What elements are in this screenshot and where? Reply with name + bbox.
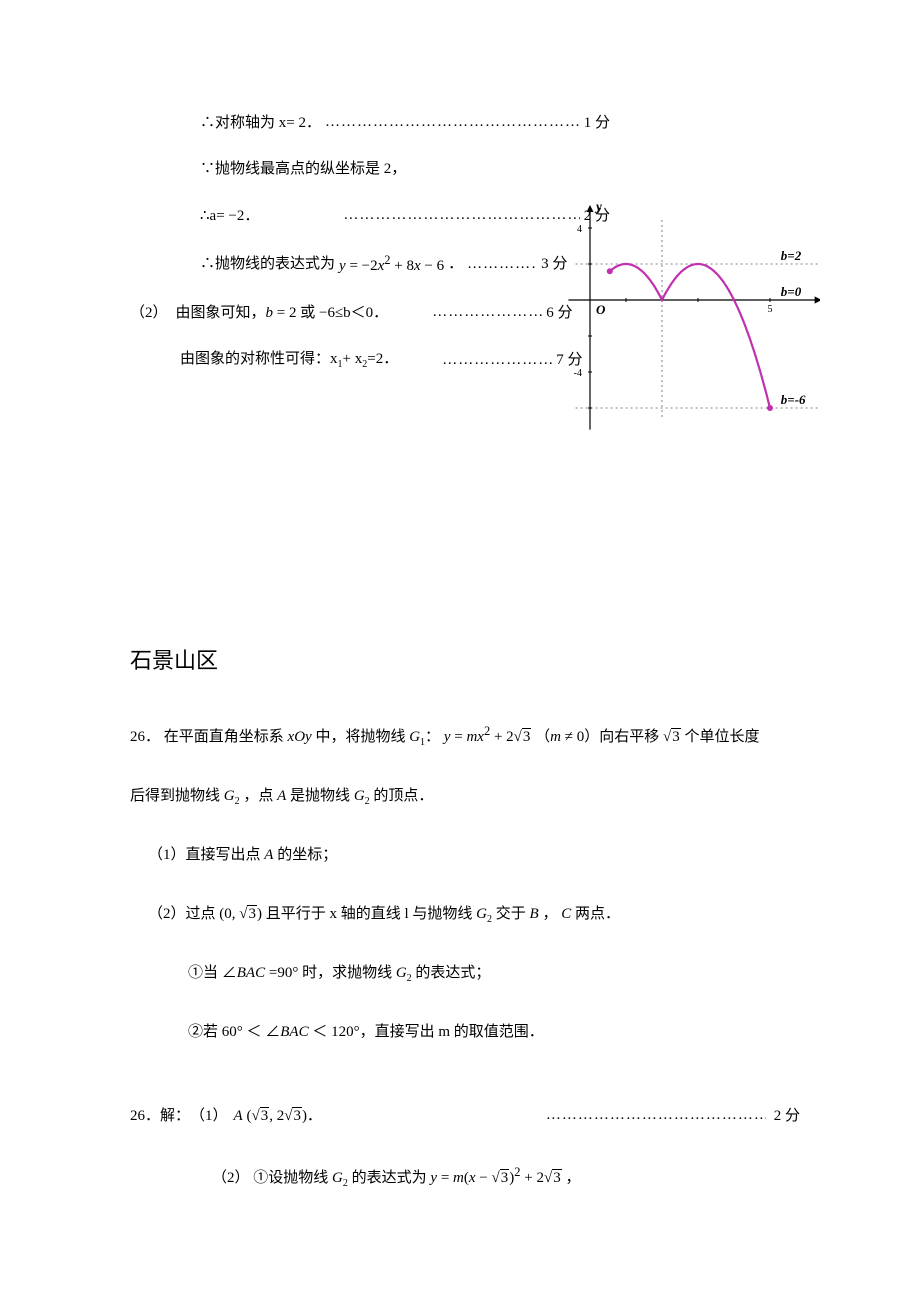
p26-q2a: ①当 ∠BAC =90° 时，求抛物线 G2 的表达式； — [130, 957, 800, 990]
b-range-text: 由图象可知，b = 2 或 −6≤b＜0． — [176, 301, 389, 325]
parabola-chart: 54-4yxOb=2b=0b=-6 — [530, 170, 820, 450]
leader-dots: ……………………………………………………… — [432, 300, 542, 325]
svg-text:y: y — [594, 198, 602, 213]
line-symmetry-axis: ∴对称轴为 x= 2． ……………………………………………………… 1 分 — [130, 110, 610, 135]
svg-text:b=-6: b=-6 — [781, 392, 806, 407]
problem-26: 26． 在平面直角坐标系 xOy 中，将抛物线 G1： y = mx2 + 2√… — [130, 718, 800, 1049]
leader-dots: ……………………………………………………… — [325, 110, 580, 135]
leader-dots: ……………………………………………………… — [467, 252, 537, 277]
p26-q2: （2）过点 (0, √3) 且平行于 x 轴的直线 l 与抛物线 G2 交于 B… — [130, 898, 800, 931]
score-1: 1 分 — [584, 111, 610, 135]
x1x2-text: 由图象的对称性可得：x1+ x2=2． — [180, 347, 398, 373]
document-page: ∴对称轴为 x= 2． ……………………………………………………… 1 分 ∵抛… — [0, 0, 920, 1302]
p26-q2b: ②若 60° ＜ ∠BAC ＜ 120°，直接写出 m 的取值范围． — [130, 1016, 800, 1049]
svg-text:5: 5 — [768, 304, 773, 315]
s26-line2: （2） ①设抛物线 G2 的表达式为 y = m(x − √3)2 + 2√3 … — [130, 1159, 800, 1195]
svg-text:b=0: b=0 — [781, 284, 802, 299]
p26-intro-2: 后得到抛物线 G2 ，点 A 是抛物线 G2 的顶点． — [130, 780, 800, 813]
svg-text:4: 4 — [577, 224, 582, 235]
svg-text:b=2: b=2 — [781, 248, 802, 263]
parabola-formula: y = −2x2 + 8x − 6 — [339, 250, 444, 278]
s26-line1: 26． 解： （1） A (√3, 2√3)． …………………………………………… — [130, 1099, 800, 1133]
solution-block-top: ∴对称轴为 x= 2． ……………………………………………………… 1 分 ∵抛… — [130, 110, 800, 373]
p26-intro-1: 26． 在平面直角坐标系 xOy 中，将抛物线 G1： y = mx2 + 2√… — [130, 718, 800, 754]
solution-26: 26． 解： （1） A (√3, 2√3)． …………………………………………… — [130, 1099, 800, 1195]
p26-q1: （1）直接写出点 A 的坐标； — [130, 839, 800, 872]
svg-text:-4: -4 — [574, 368, 582, 379]
svg-text:O: O — [596, 302, 606, 317]
district-heading: 石景山区 — [130, 643, 800, 678]
